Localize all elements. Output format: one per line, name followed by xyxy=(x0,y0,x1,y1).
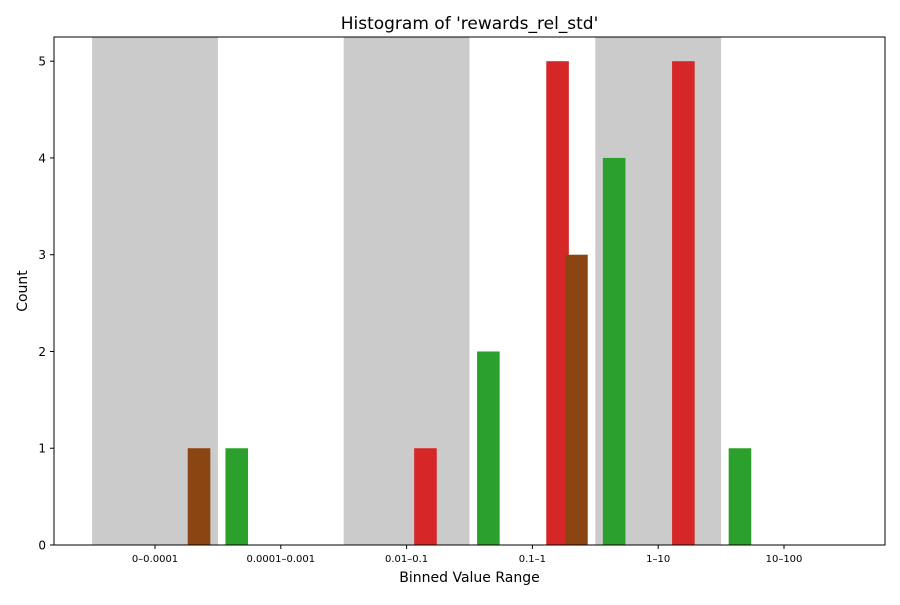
xtick-label-5: 10–100 xyxy=(766,554,803,565)
x-axis-label: Binned Value Range xyxy=(399,570,539,586)
ytick-label-1: 1 xyxy=(38,442,46,456)
bar-2 xyxy=(414,448,437,545)
ytick-label-3: 3 xyxy=(38,248,46,262)
bar-5 xyxy=(565,254,588,545)
ytick-label-0: 0 xyxy=(38,539,46,553)
bar-4 xyxy=(546,61,569,545)
xtick-label-3: 0.1–1 xyxy=(519,554,546,565)
bar-0 xyxy=(187,448,211,545)
bar-8 xyxy=(728,448,752,545)
shade-band-2 xyxy=(343,37,470,545)
x-axis-ticks: 0–0.0001 0.0001–0.001 0.01–0.1 0.1–1 1–10 10–… xyxy=(132,545,803,565)
bar-1 xyxy=(225,448,249,545)
shaded-bands xyxy=(92,37,722,545)
y-axis-ticks: 0 1 2 3 4 5 xyxy=(38,55,54,553)
ytick-label-2: 2 xyxy=(38,345,46,359)
bar-3 xyxy=(477,351,500,545)
xtick-label-4: 1–10 xyxy=(646,554,670,565)
bar-6 xyxy=(602,157,626,545)
xtick-label-2: 0.01–0.1 xyxy=(385,554,428,565)
chart-title: Histogram of 'rewards_rel_std' xyxy=(341,14,599,34)
y-axis-label: Count xyxy=(15,270,31,312)
xtick-label-1: 0.0001–0.001 xyxy=(246,554,315,565)
xtick-label-0: 0–0.0001 xyxy=(132,554,178,565)
bar-series xyxy=(187,61,752,545)
bar-7 xyxy=(672,61,695,545)
plot-frame xyxy=(53,36,886,546)
ytick-label-4: 4 xyxy=(38,151,46,165)
ytick-label-5: 5 xyxy=(38,55,46,69)
